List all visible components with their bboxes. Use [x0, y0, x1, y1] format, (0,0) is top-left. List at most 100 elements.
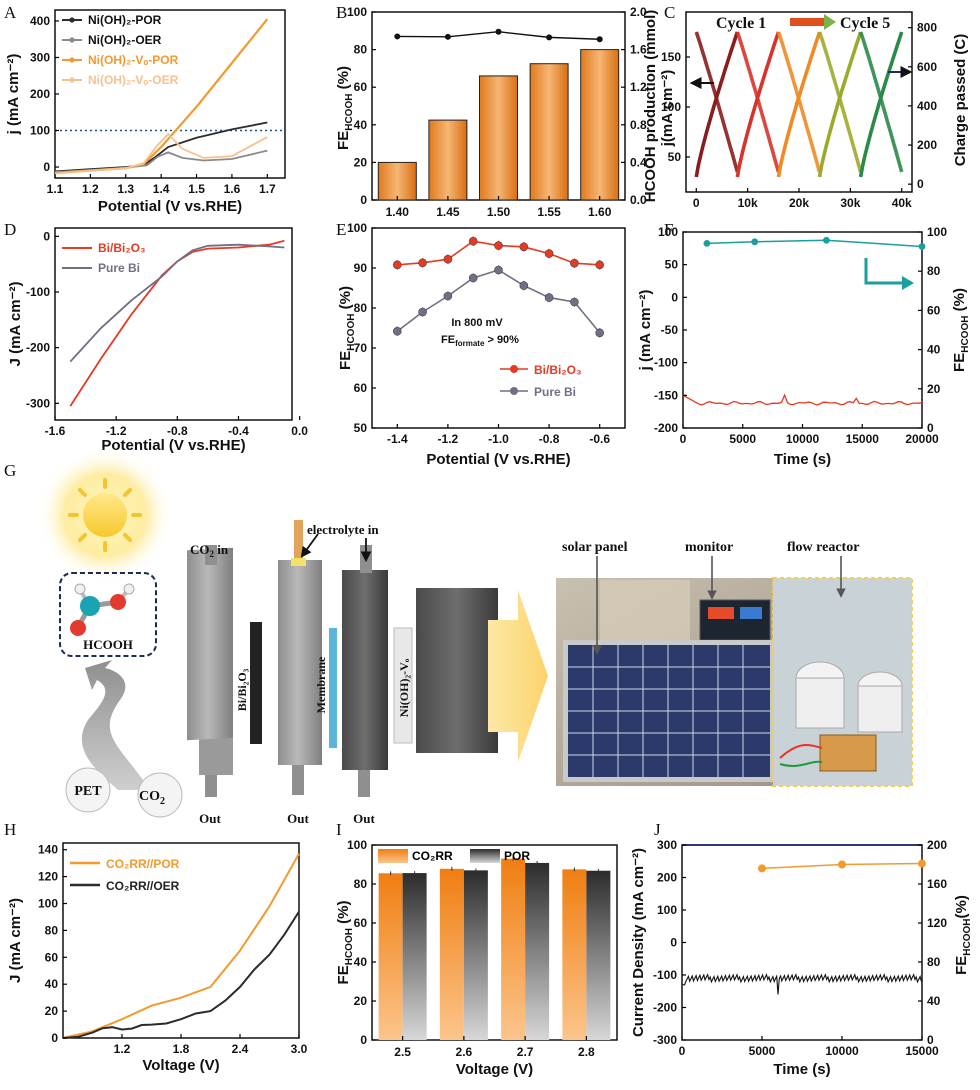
y-tick-label-c: 150 — [661, 50, 681, 64]
y-tick-label-j: -300 — [653, 1033, 677, 1047]
y-axis-label-right-b: HCOOH production (mmol) — [642, 10, 659, 202]
x-tick-label-i: 2.8 — [578, 1045, 595, 1059]
y-tick-label-b: 80 — [354, 43, 368, 57]
ni-label: Ni(OH)₂-Vₒ — [397, 658, 411, 717]
bar-b — [428, 119, 468, 201]
schematic-g: HCOOH PET CO2 Bi/Bi₂O₃ Membrane Ni(OH)₂-… — [37, 447, 913, 826]
legend-swatch-i — [470, 849, 500, 863]
y-tick-label-h: 140 — [38, 843, 58, 857]
y-tick-label-a: 200 — [30, 87, 50, 101]
chart-j: 0 5000 10000 15000 -300 -200 -100 0 100 200 300 0 40… — [630, 838, 973, 1078]
y-tick-label-e: 70 — [354, 341, 368, 355]
x-axis-label-j: Time (s) — [773, 1061, 830, 1078]
y-tick-label-a: 300 — [30, 50, 50, 64]
plot-frame-i — [371, 844, 618, 1041]
x-tick-label-c: 0 — [693, 196, 700, 210]
x-tick-label-j: 5000 — [749, 1044, 776, 1058]
series-line-d — [69, 243, 285, 363]
y-tick-label-h: 60 — [45, 950, 59, 964]
panel-label-d: D — [4, 220, 16, 239]
membrane-sheet — [329, 628, 337, 748]
x-tick-label-a: 1.5 — [188, 182, 205, 196]
x-tick-label-j: 15000 — [905, 1044, 939, 1058]
monitor-display-2 — [740, 607, 762, 619]
y-tick-label-c-right: 200 — [917, 138, 937, 152]
bar-b — [479, 75, 518, 201]
panel-label-a: A — [4, 3, 17, 22]
annotation-e-line2: FEformate > 90% — [441, 334, 519, 348]
co2-bubble — [137, 772, 183, 818]
fe-point-b — [444, 33, 451, 40]
charge-cycle-c — [776, 31, 822, 173]
out-label-3: Out — [353, 811, 375, 826]
y-tick-label-c-right: 600 — [917, 60, 937, 74]
x-tick-label-j: 0 — [679, 1044, 686, 1058]
y-tick-label-d: 0 — [43, 229, 50, 243]
solar-panel-image — [563, 640, 775, 782]
legend-label-e: Bi/Bi₂O₃ — [534, 363, 582, 377]
y-tick-label-j: 200 — [657, 871, 677, 885]
y-tick-label-b: 20 — [354, 155, 368, 169]
x-tick-label-h: 3.0 — [291, 1042, 308, 1056]
fe-point-b — [546, 34, 553, 41]
pet-label: PET — [74, 784, 102, 799]
legend-marker-a — [69, 57, 75, 63]
co2-label: CO2 — [139, 789, 165, 807]
anode-ni — [393, 627, 413, 744]
x-tick-label-b: 1.40 — [386, 205, 410, 219]
y-tick-label-i: 60 — [354, 916, 368, 930]
hcooh-label: HCOOH — [83, 637, 133, 652]
y-tick-label-c-right: 800 — [917, 21, 937, 35]
y-tick-label-j: -100 — [653, 968, 677, 982]
y-tick-label-j-right: 40 — [927, 994, 941, 1008]
y-axis-label-j: Current Density (mA cm⁻²) — [630, 848, 647, 1037]
y-tick-label-e: 90 — [354, 261, 368, 275]
reservoir-1-body — [795, 677, 845, 729]
middle-chamber — [278, 560, 322, 765]
electrolyte-cap — [291, 558, 306, 566]
y-tick-label-i: 80 — [354, 877, 368, 891]
reservoir-2-body — [857, 685, 903, 733]
legend-label-e: Pure Bi — [534, 385, 576, 399]
panel-label-f: F — [664, 220, 673, 239]
legend-label-a: Ni(OH)₂-Vₒ-OER — [88, 73, 179, 87]
electrolyte-tube — [294, 520, 303, 562]
x-tick-label-b: 1.50 — [487, 205, 511, 219]
x-tick-label-d: -0.8 — [167, 424, 188, 438]
data-point-e — [595, 260, 605, 270]
data-point-e — [519, 242, 529, 252]
y-tick-label-j: -200 — [653, 1001, 677, 1015]
plot-frame-f — [682, 231, 923, 429]
bar-i — [439, 868, 464, 1040]
y-tick-label-f-right: 40 — [927, 343, 941, 357]
x-tick-label-c: 30k — [840, 196, 860, 210]
x-tick-label-h: 1.8 — [173, 1042, 190, 1056]
legend-marker-e — [510, 387, 518, 395]
corner-arrow-head-f — [902, 276, 914, 290]
y-tick-label-i: 100 — [347, 838, 367, 852]
x-tick-label-d: -0.4 — [228, 424, 249, 438]
fe-point-b — [596, 36, 603, 43]
y-tick-label-j-right: 120 — [927, 916, 947, 930]
x-tick-label-a: 1.3 — [117, 182, 134, 196]
x-tick-label-a: 1.2 — [82, 182, 99, 196]
x-tick-label-a: 1.4 — [153, 182, 170, 196]
x-tick-label-a: 1.1 — [47, 182, 64, 196]
flow-reactor-device — [819, 734, 877, 772]
bar-i — [525, 862, 550, 1040]
series-line-h — [62, 911, 300, 1039]
y-tick-label-b-right: 0.8 — [630, 118, 647, 132]
x-tick-label-e: -0.8 — [539, 432, 560, 446]
y-tick-label-c-right: 400 — [917, 99, 937, 113]
y-tick-label-j-right: 0 — [927, 1033, 934, 1047]
fe-point-b — [495, 28, 502, 35]
endplate-left — [187, 547, 233, 741]
monitor-device — [699, 599, 771, 641]
outlet-pipe-1 — [205, 775, 217, 797]
chart-a: 1.1 1.2 1.3 1.4 1.5 1.6 1.7 0 100 200 300 400 Potent… — [5, 9, 286, 215]
endplate-right — [416, 588, 498, 753]
y-axis-label-e: FEHCOOH (%) — [337, 286, 357, 370]
legend-label-a: Ni(OH)₂-OER — [88, 33, 162, 47]
fe-line-f — [706, 239, 923, 248]
